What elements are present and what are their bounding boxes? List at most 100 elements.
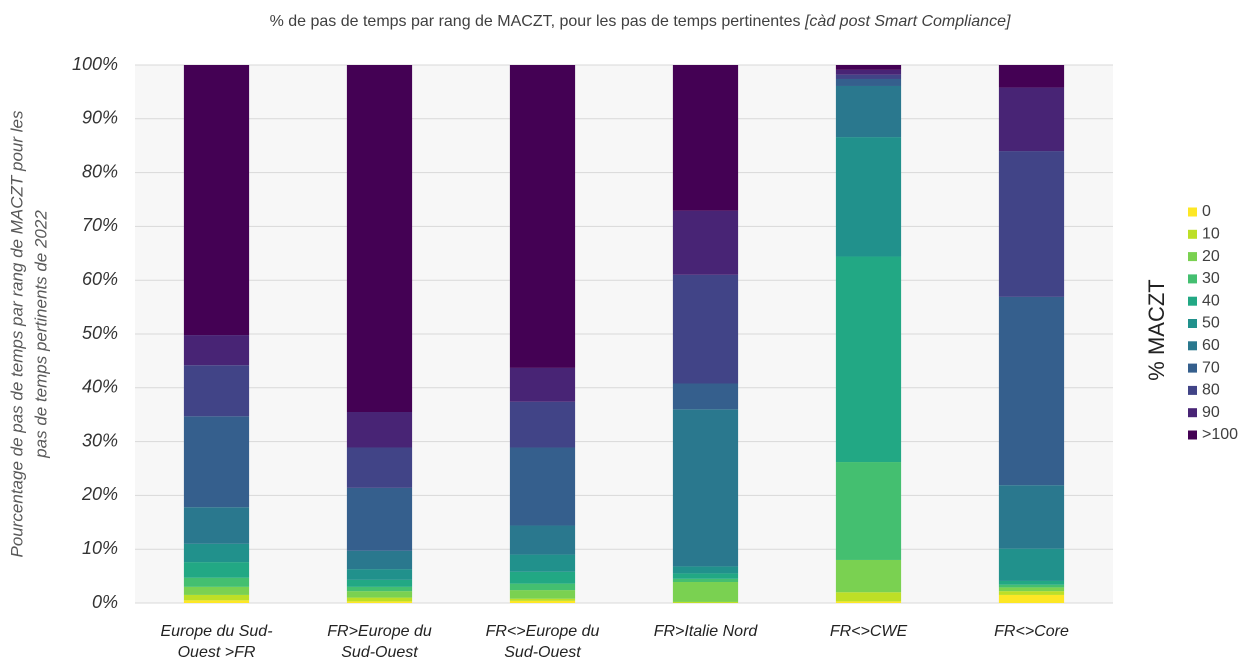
legend-swatch bbox=[1188, 296, 1197, 306]
bar-segment bbox=[835, 256, 902, 463]
bar-segment bbox=[509, 583, 576, 591]
y-tick-label: 10% bbox=[82, 538, 118, 558]
bar-segment bbox=[346, 550, 413, 570]
y-axis-label-line: Pourcentage de pas de temps par rang de … bbox=[7, 110, 26, 557]
legend-swatch bbox=[1188, 252, 1197, 262]
bar-segment bbox=[672, 409, 739, 567]
title-main: % de pas de temps par rang de MACZT, pou… bbox=[270, 13, 801, 30]
bar-segment bbox=[183, 416, 250, 508]
bar-segment bbox=[998, 591, 1065, 595]
bar-segment bbox=[998, 548, 1065, 581]
legend-label: 30 bbox=[1202, 270, 1220, 287]
y-tick-label: 60% bbox=[82, 269, 118, 289]
bar-segment bbox=[183, 586, 250, 595]
bar-segment bbox=[835, 462, 902, 560]
legend-label: 0 bbox=[1202, 203, 1211, 220]
bar-segment bbox=[346, 412, 413, 448]
legend-label: 10 bbox=[1202, 226, 1220, 243]
bar-segment bbox=[835, 601, 902, 603]
bar-segment bbox=[672, 65, 739, 211]
legend-label: 20 bbox=[1202, 248, 1220, 265]
bar-segment bbox=[672, 566, 739, 574]
bar-segment bbox=[509, 65, 576, 368]
legend-label: 50 bbox=[1202, 315, 1220, 332]
bar-segment bbox=[183, 562, 250, 578]
legend-label: 70 bbox=[1202, 359, 1220, 376]
bar-segment bbox=[346, 447, 413, 488]
x-tick-label: FR>Italie Nord bbox=[654, 623, 759, 640]
legend-swatch bbox=[1188, 274, 1197, 284]
x-tick-label: Europe du Sud- bbox=[160, 623, 272, 640]
legend-swatch bbox=[1188, 207, 1197, 217]
bar-segment bbox=[183, 543, 250, 563]
y-tick-label: 0% bbox=[92, 592, 118, 612]
bar-segment bbox=[672, 582, 739, 602]
bar-segment bbox=[998, 584, 1065, 588]
bar-segment bbox=[346, 579, 413, 587]
legend-label: 80 bbox=[1202, 382, 1220, 399]
x-tick-label: Ouest >FR bbox=[178, 644, 256, 661]
legend-swatch bbox=[1188, 363, 1197, 373]
y-tick-label: 30% bbox=[82, 430, 118, 450]
bar-segment bbox=[998, 594, 1065, 603]
bar-segment bbox=[672, 601, 739, 603]
x-tick-label: Sud-Ouest bbox=[504, 644, 581, 661]
bar-segment bbox=[998, 87, 1065, 152]
bar-segment bbox=[509, 401, 576, 448]
bar-segment bbox=[346, 601, 413, 603]
y-axis-label: Pourcentage de pas de temps par rang de … bbox=[7, 110, 50, 557]
bar-segment bbox=[835, 592, 902, 602]
y-tick-label: 80% bbox=[82, 161, 118, 181]
x-tick-label: FR>Europe du bbox=[327, 623, 432, 640]
legend-swatch bbox=[1188, 430, 1197, 440]
bar-segment bbox=[183, 507, 250, 544]
bar-segment bbox=[672, 210, 739, 275]
bar-segment bbox=[509, 367, 576, 402]
bar-segment bbox=[346, 65, 413, 413]
y-tick-label: 100% bbox=[72, 54, 118, 74]
bar-segment bbox=[183, 594, 250, 601]
legend-swatch bbox=[1188, 385, 1197, 395]
bar-segment bbox=[835, 69, 902, 75]
bar-segment bbox=[509, 571, 576, 584]
bar-segment bbox=[346, 591, 413, 598]
bar-segment bbox=[998, 485, 1065, 549]
bar-segment bbox=[835, 137, 902, 257]
legend-label: >100 bbox=[1202, 426, 1238, 443]
x-tick-label: Sud-Ouest bbox=[341, 644, 418, 661]
bar-segment bbox=[509, 590, 576, 599]
bar-segment bbox=[835, 74, 902, 79]
legend-swatch bbox=[1188, 408, 1197, 418]
bar-segment bbox=[998, 65, 1065, 88]
bar-segment bbox=[183, 335, 250, 366]
bar-segment bbox=[346, 597, 413, 602]
bar-segment bbox=[835, 65, 902, 70]
legend-label: 90 bbox=[1202, 404, 1220, 421]
bar-segment bbox=[183, 65, 250, 336]
title-note: [càd post Smart Compliance] bbox=[804, 13, 1011, 30]
y-tick-label: 90% bbox=[82, 108, 118, 128]
bar-segment bbox=[672, 383, 739, 410]
y-tick-label: 70% bbox=[82, 215, 118, 235]
bar-segment bbox=[346, 569, 413, 580]
legend-swatch bbox=[1188, 229, 1197, 239]
bar-segment bbox=[998, 296, 1065, 486]
bar-segment bbox=[672, 578, 739, 583]
bar-segment bbox=[346, 586, 413, 592]
bar-segment bbox=[835, 559, 902, 593]
y-tick-label: 50% bbox=[82, 323, 118, 343]
legend-label: 40 bbox=[1202, 292, 1220, 309]
legend-swatch bbox=[1188, 319, 1197, 328]
legend-label: 60 bbox=[1202, 337, 1220, 354]
legend-swatch bbox=[1188, 341, 1197, 351]
bar-segment bbox=[183, 577, 250, 587]
bar-segment bbox=[998, 151, 1065, 297]
y-axis-label-line: pas de temps pertinents de 2022 bbox=[31, 210, 50, 459]
bar-segment bbox=[835, 78, 902, 86]
x-tick-label: FR<>Europe du bbox=[486, 623, 600, 640]
bar-segment bbox=[509, 525, 576, 555]
bar-segment bbox=[509, 447, 576, 526]
y-tick-label: 40% bbox=[82, 377, 118, 397]
y-tick-label: 20% bbox=[81, 484, 118, 504]
